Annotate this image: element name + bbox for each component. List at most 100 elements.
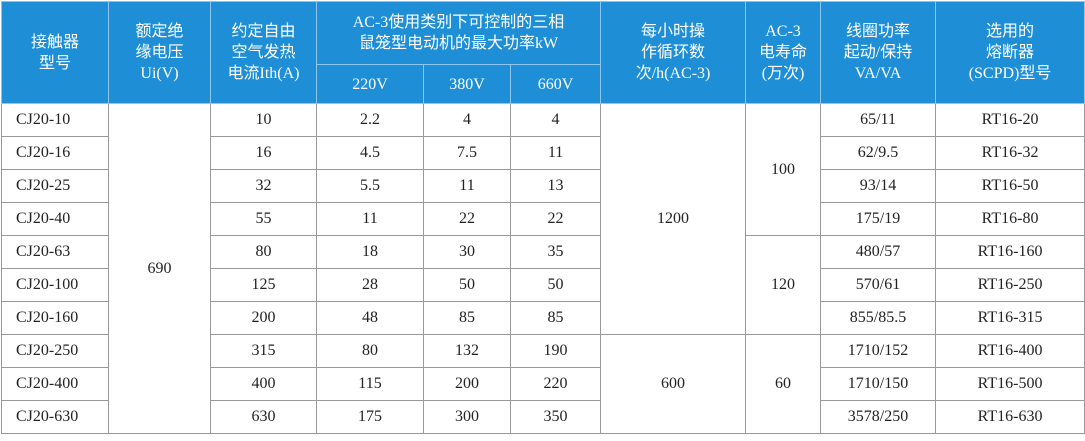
merged-cell: 100 xyxy=(745,103,822,236)
header-cell: 约定自由 空气发热 电流Ith(A) xyxy=(210,1,317,104)
header-line: Ui(V) xyxy=(140,65,179,82)
cell: CJ20-630 xyxy=(1,400,109,434)
header-cell: 每小时操 作循环数 次/h(AC-3) xyxy=(600,1,747,104)
cell: 630 xyxy=(210,400,317,434)
cell: 3578/250 xyxy=(820,400,937,434)
cell: 1710/150 xyxy=(820,367,937,401)
cell: CJ20-25 xyxy=(1,169,109,203)
cell: 28 xyxy=(316,268,424,302)
cell: 175 xyxy=(316,400,424,434)
cell: 50 xyxy=(423,268,511,302)
cell: 11 xyxy=(423,169,511,203)
header-line: AC-3 xyxy=(765,23,801,40)
cell: 220 xyxy=(509,367,602,401)
cell: 2.2 xyxy=(316,103,424,137)
header-line: 缘电压 xyxy=(135,44,184,61)
cell: 132 xyxy=(423,334,511,368)
header-line: 熔断器 xyxy=(986,44,1035,61)
cell: CJ20-100 xyxy=(1,268,109,302)
cell: 13 xyxy=(509,169,602,203)
cell: 50 xyxy=(509,268,602,302)
header-line: 空气发热 xyxy=(231,44,296,61)
cell: 11 xyxy=(509,136,602,170)
header-line: (SCPD)型号 xyxy=(968,65,1052,82)
header-line: 鼠笼型电动机的最大功率kW xyxy=(358,35,559,52)
cell: 190 xyxy=(509,334,602,368)
header-line: VA/VA xyxy=(854,65,902,82)
header-line: 次/h(AC-3) xyxy=(635,65,711,82)
cell: CJ20-400 xyxy=(1,367,109,401)
cell: CJ20-250 xyxy=(1,334,109,368)
header-line: 起动/保持 xyxy=(843,44,913,61)
header-cell: AC-3使用类别下可控制的三相 鼠笼型电动机的最大功率kW xyxy=(315,1,602,65)
cell: RT16-32 xyxy=(935,136,1085,170)
cell: 22 xyxy=(423,202,511,236)
cell: 65/11 xyxy=(820,103,937,137)
header-line: 约定自由 xyxy=(231,23,296,40)
merged-cell: 60 xyxy=(745,334,822,434)
cell: CJ20-40 xyxy=(1,202,109,236)
cell: 350 xyxy=(509,400,602,434)
cell: 80 xyxy=(316,334,424,368)
header-line: 电寿命 xyxy=(759,44,808,61)
cell: 315 xyxy=(210,334,317,368)
header-line: 型号 xyxy=(38,54,71,72)
header-line: AC-3使用类别下可控制的三相 xyxy=(352,14,565,31)
cell: 300 xyxy=(423,400,511,434)
header-cell: 线圈功率起动/保持 VA/VA xyxy=(820,1,937,104)
cell: 93/14 xyxy=(820,169,937,203)
merged-cell: 600 xyxy=(600,334,747,434)
header-cell: 380V xyxy=(423,64,511,104)
cell: CJ20-63 xyxy=(1,235,109,269)
cell: RT16-315 xyxy=(935,301,1085,335)
cell: RT16-80 xyxy=(935,202,1085,236)
cell: CJ20-160 xyxy=(1,301,109,335)
cell: 570/61 xyxy=(820,268,937,302)
cell: 55 xyxy=(210,202,317,236)
cell: 80 xyxy=(210,235,317,269)
table-row: CJ20-40 55 11 22 22 175/19 RT16-80 xyxy=(1,202,1085,236)
cell: RT16-50 xyxy=(935,169,1085,203)
cell: 1710/152 xyxy=(820,334,937,368)
table-body: CJ20-10 690 10 2.2 4 4 1200 100 65/11 RT16-20 CJ20… xyxy=(1,103,1085,434)
cell: 30 xyxy=(423,235,511,269)
cell: 11 xyxy=(316,202,424,236)
cell: RT16-20 xyxy=(935,103,1085,137)
cell: 32 xyxy=(210,169,317,203)
header-line: 额定绝 xyxy=(135,23,184,40)
header-cell: 220V xyxy=(316,64,424,104)
cell: 85 xyxy=(423,301,511,335)
cell: 200 xyxy=(210,301,317,335)
cell: 16 xyxy=(210,136,317,170)
cell: 62/9.5 xyxy=(820,136,937,170)
header-row: 220V 380V 660V xyxy=(2,64,1085,104)
cell: RT16-160 xyxy=(935,235,1085,269)
cell: 4.5 xyxy=(316,136,424,170)
cell: 85 xyxy=(509,301,602,335)
header-line: 线圈功率 xyxy=(846,23,911,40)
cell: 115 xyxy=(316,367,424,401)
cell: 480/57 xyxy=(820,235,937,269)
cell: 22 xyxy=(509,202,602,236)
header-line: (万次) xyxy=(761,65,805,82)
cell: 400 xyxy=(210,367,317,401)
cell: 48 xyxy=(316,301,424,335)
cell: RT16-630 xyxy=(935,400,1085,434)
cell: 200 xyxy=(423,367,511,401)
merged-cell: 1200 xyxy=(600,103,747,335)
header-cell: 660V xyxy=(509,64,602,104)
cell: RT16-400 xyxy=(935,334,1085,368)
header-line: 选用的 xyxy=(986,23,1035,40)
cell: 10 xyxy=(210,103,317,137)
cell: CJ20-16 xyxy=(1,136,109,170)
cell: 5.5 xyxy=(316,169,424,203)
header-line: 每小时操 xyxy=(641,23,706,40)
header-cell: 选用的熔断器 (SCPD)型号 xyxy=(935,1,1085,104)
table-row: CJ20-630 630 175 300 350 3578/250 RT16-630 xyxy=(1,400,1085,434)
cell: 35 xyxy=(509,235,602,269)
cell: 7.5 xyxy=(423,136,511,170)
table-row: CJ20-100 125 28 50 50 570/61 RT16-250 xyxy=(1,268,1085,302)
cell: RT16-500 xyxy=(935,367,1085,401)
